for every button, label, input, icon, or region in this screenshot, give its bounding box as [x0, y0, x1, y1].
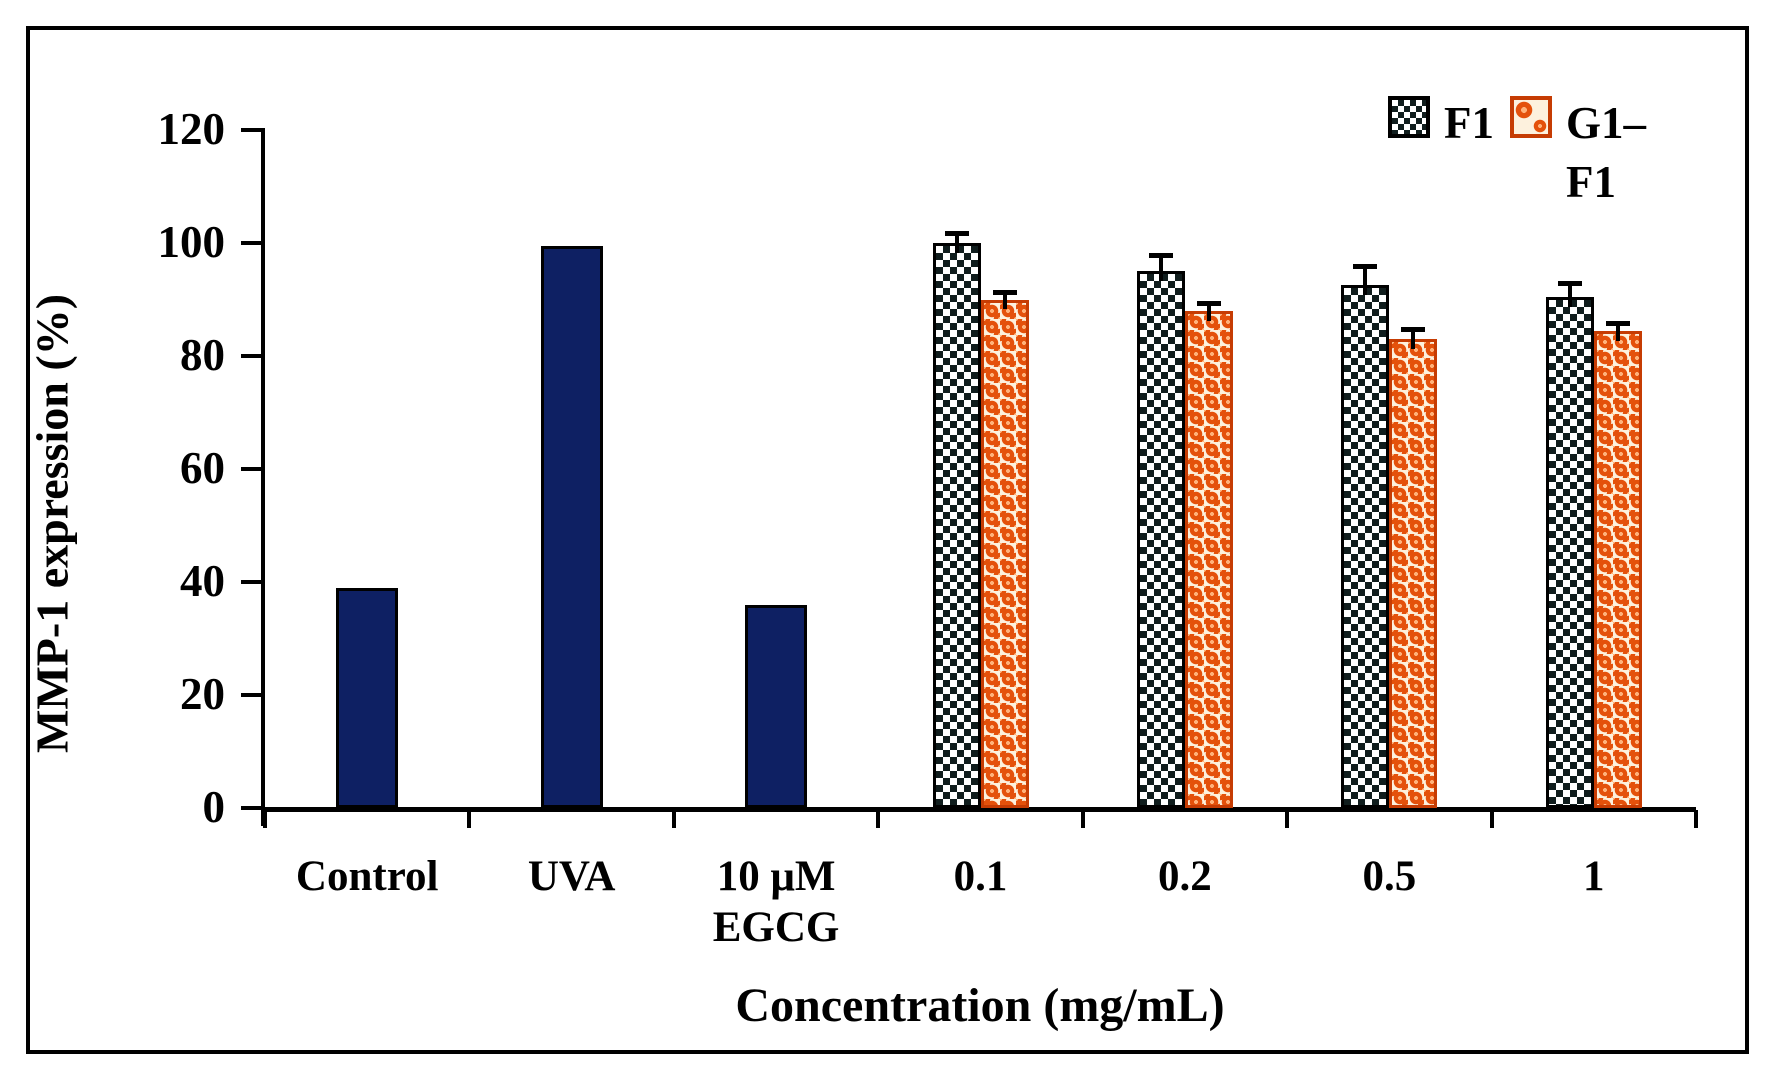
- bar-10-m-egcg: [745, 604, 808, 808]
- y-tick: [241, 467, 265, 471]
- x-tick: [1694, 810, 1698, 828]
- bar-uva: [540, 245, 603, 808]
- y-tick-label: 100: [157, 217, 226, 267]
- error-bar-cap: [1148, 253, 1173, 259]
- y-tick-label: 120: [157, 104, 226, 154]
- y-tick: [241, 580, 265, 584]
- error-bar-stem: [1002, 293, 1007, 310]
- error-bar-cap: [1196, 301, 1221, 307]
- error-bar-stem: [1615, 324, 1620, 341]
- g1-f1-spheres-swatch-icon: [1510, 96, 1552, 138]
- y-axis-line: [261, 130, 265, 826]
- y-tick-label: 40: [180, 556, 225, 606]
- legend-label-f1: F1: [1444, 98, 1494, 148]
- legend-label-g1-f1: G1–F1: [1566, 98, 1647, 207]
- y-tick-label: 20: [180, 669, 225, 719]
- x-tick: [671, 810, 676, 828]
- error-bar-cap: [1353, 264, 1378, 270]
- error-bar-stem: [1206, 305, 1211, 321]
- error-bar-cap: [944, 230, 969, 236]
- x-category-label: 0.2: [1158, 853, 1212, 900]
- error-bar-stem: [954, 234, 959, 253]
- bar-control: [336, 587, 399, 808]
- x-category-label: 0.1: [953, 853, 1008, 900]
- x-tick: [1080, 810, 1085, 828]
- legend-item-f1: F1: [1388, 94, 1494, 153]
- y-tick-label: 80: [180, 330, 225, 380]
- x-tick: [263, 810, 267, 828]
- bar-f1-1: [1545, 296, 1594, 808]
- x-category-label: Control: [295, 853, 439, 900]
- x-category-label: 1: [1583, 853, 1605, 900]
- y-axis-title: MMP-1 expression (%): [26, 293, 78, 754]
- bar-f1-0.5: [1341, 285, 1390, 808]
- bar-g1-f1-0.2: [1184, 310, 1233, 808]
- bar-g1-f1-0.1: [980, 299, 1029, 808]
- x-tick: [1285, 810, 1290, 828]
- y-tick-label: 0: [202, 782, 226, 832]
- x-tick: [467, 810, 472, 828]
- error-bar-stem: [1567, 285, 1572, 307]
- bar-f1-0.2: [1136, 271, 1185, 808]
- bar-g1-f1-1: [1593, 330, 1642, 808]
- x-axis-title: Concentration (mg/mL): [735, 979, 1225, 1032]
- error-bar-stem: [1363, 268, 1368, 296]
- f1-checker-swatch-icon: [1388, 96, 1430, 138]
- y-tick: [241, 241, 265, 245]
- y-tick: [241, 806, 265, 810]
- y-tick: [241, 354, 265, 358]
- y-tick: [241, 693, 265, 697]
- x-category-label: 10 μM EGCG: [712, 853, 840, 951]
- legend: F1 G1–F1: [1388, 94, 1674, 211]
- error-bar-cap: [1401, 326, 1426, 332]
- y-tick-label: 60: [180, 443, 225, 493]
- figure-frame: [26, 26, 1749, 1054]
- bar-g1-f1-0.5: [1389, 339, 1438, 808]
- x-category-label: 0.5: [1362, 853, 1417, 900]
- x-axis-line: [261, 807, 1696, 812]
- legend-item-g1-f1: G1–F1: [1510, 94, 1674, 211]
- error-bar-cap: [1605, 320, 1630, 326]
- error-bar-cap: [992, 289, 1017, 295]
- y-tick: [241, 128, 265, 132]
- bar-f1-0.1: [932, 243, 981, 808]
- x-tick: [1489, 810, 1494, 828]
- x-category-label: UVA: [527, 853, 616, 900]
- error-bar-stem: [1411, 330, 1416, 350]
- error-bar-cap: [1557, 281, 1582, 287]
- x-tick: [876, 810, 881, 828]
- error-bar-stem: [1158, 257, 1163, 282]
